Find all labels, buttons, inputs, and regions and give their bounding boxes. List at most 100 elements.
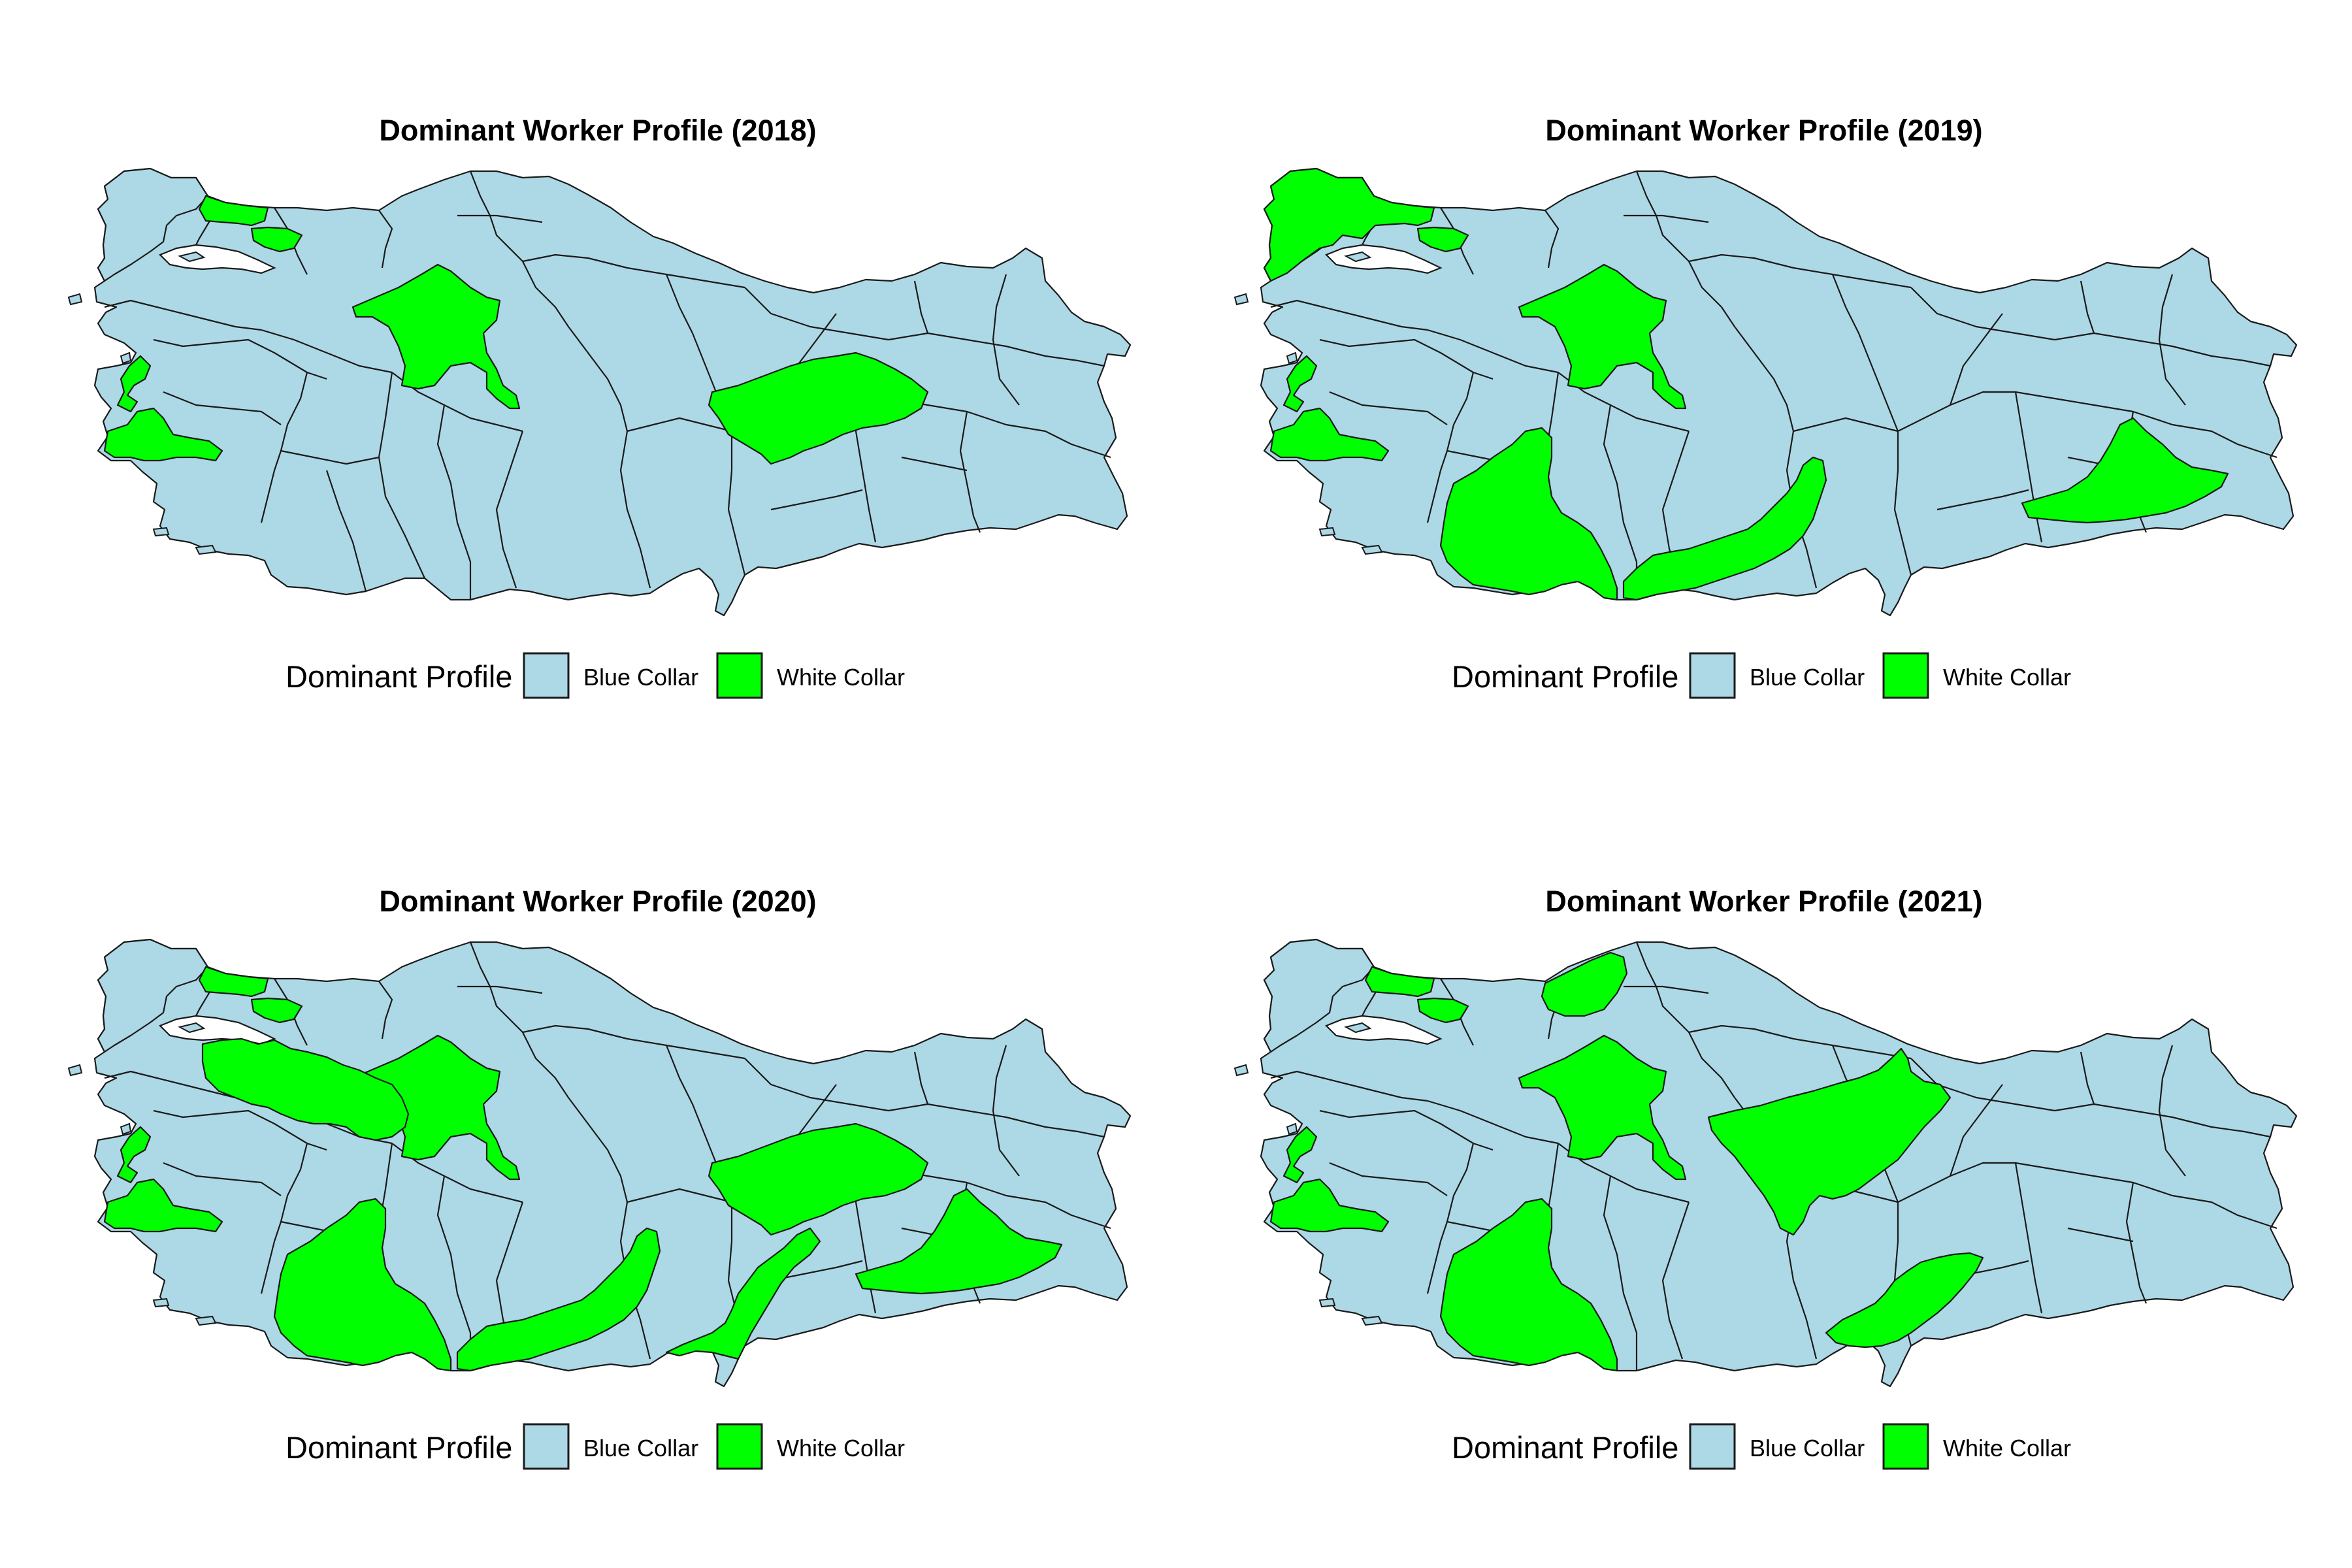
region-antalya: [1439, 1198, 1618, 1372]
dodecanese-island: [1361, 544, 1383, 555]
legend-label-white-collar: White Collar: [777, 1435, 905, 1462]
aegean-island-2: [1286, 351, 1298, 365]
region-layer: [1269, 951, 1984, 1372]
legend-title: Dominant Profile: [1452, 659, 1678, 694]
region-kocaeli: [250, 226, 303, 253]
legend: Dominant Profile Blue Collar White Colla…: [1452, 652, 2071, 699]
region-manisa-west: [103, 407, 223, 462]
thrace: [1263, 938, 1375, 1053]
region-kocaeli: [1416, 226, 1469, 253]
region-mersin: [456, 1227, 661, 1372]
marmara-sea: [1325, 244, 1443, 274]
marmara-sea: [159, 244, 276, 274]
aegean-island-1: [1233, 1064, 1249, 1077]
region-antalya: [273, 1198, 452, 1372]
turkey-map: [1233, 938, 2298, 1388]
region-istanbul: [198, 966, 269, 998]
region-layer: [1263, 167, 2229, 601]
map-panel-svg: Dominant Worker Profile (2020): [67, 885, 1132, 1470]
legend-swatch-white-collar: [1882, 1423, 1929, 1470]
legend-swatch-white-collar: [716, 1423, 763, 1470]
marmara-island: [178, 251, 206, 263]
marmara-island: [1344, 251, 1372, 263]
region-layer: [103, 195, 929, 465]
region-layer: [103, 966, 1063, 1372]
region-diyarbakir: [855, 1188, 1063, 1295]
panel-title: Dominant Worker Profile (2020): [379, 885, 816, 918]
region-istanbul: [198, 195, 269, 227]
legend-label-white-collar: White Collar: [1943, 664, 2071, 691]
region-kayseri-sivas: [1707, 1047, 1952, 1236]
aegean-island-2: [1286, 1122, 1298, 1135]
province-borders: [104, 171, 1111, 600]
map-panel-0: Dominant Worker Profile (2018): [0, 0, 1176, 784]
dodecanese-island-2: [1318, 527, 1336, 537]
aegean-island-2: [120, 351, 132, 365]
thrace: [97, 938, 209, 1053]
region-izmir: [116, 1126, 152, 1184]
aegean-island-1: [1233, 293, 1249, 306]
panel-title: Dominant Worker Profile (2018): [379, 114, 816, 147]
map-panel-2: Dominant Worker Profile (2020): [0, 771, 1176, 1555]
region-ankara: [351, 1034, 521, 1181]
region-manisa-west: [1269, 1178, 1390, 1233]
legend-label-blue-collar: Blue Collar: [583, 664, 698, 691]
map-panel-svg: Dominant Worker Profile (2018): [67, 114, 1132, 699]
legend-label-blue-collar: Blue Collar: [583, 1435, 698, 1462]
turkey-map: [1233, 167, 2298, 617]
legend-swatch-blue-collar: [1689, 652, 1736, 699]
region-izmir: [116, 355, 152, 413]
panel-title: Dominant Worker Profile (2019): [1545, 114, 1982, 147]
map-panel-1: Dominant Worker Profile (2019): [1166, 0, 2342, 784]
legend-swatch-white-collar: [716, 652, 763, 699]
marmara-island: [178, 1022, 206, 1034]
region-malatya-sivas: [708, 1122, 929, 1236]
aegean-island-2: [120, 1122, 132, 1135]
legend-label-white-collar: White Collar: [777, 664, 905, 691]
region-ankara: [1518, 1034, 1687, 1181]
legend-label-white-collar: White Collar: [1943, 1435, 2071, 1462]
panel-title: Dominant Worker Profile (2021): [1545, 885, 1982, 918]
legend-swatch-white-collar: [1882, 652, 1929, 699]
thrace: [97, 167, 209, 282]
legend-label-blue-collar: Blue Collar: [1750, 664, 1865, 691]
legend-label-blue-collar: Blue Collar: [1750, 1435, 1865, 1462]
turkey-map: [67, 167, 1132, 617]
region-manisa-west: [103, 1178, 223, 1233]
region-kastamonu: [1541, 951, 1628, 1017]
legend-swatch-blue-collar: [1689, 1423, 1736, 1470]
marmara-island: [1344, 1022, 1372, 1034]
region-gaziantep: [1825, 1252, 1984, 1348]
map-panel-svg: Dominant Worker Profile (2019): [1233, 114, 2298, 699]
region-antalya: [1439, 427, 1618, 601]
turkey-map: [67, 938, 1132, 1388]
region-malatya-sivas: [708, 351, 929, 465]
dodecanese-island-2: [1318, 1298, 1336, 1308]
turkey-landmass: [93, 167, 1132, 617]
aegean-island-1: [67, 1064, 83, 1077]
region-izmir: [1282, 1126, 1318, 1184]
region-bursa-bilecik: [201, 1037, 410, 1141]
region-mersin: [1622, 456, 1827, 601]
region-edirne-istanbul: [1263, 167, 1435, 282]
dodecanese-island: [195, 544, 217, 555]
region-diyarbakir: [2021, 417, 2229, 524]
legend: Dominant Profile Blue Collar White Colla…: [286, 652, 905, 699]
region-manisa-west: [1269, 407, 1390, 462]
legend: Dominant Profile Blue Collar White Colla…: [286, 1423, 905, 1470]
legend-title: Dominant Profile: [1452, 1430, 1678, 1465]
legend-title: Dominant Profile: [286, 659, 512, 694]
legend-swatch-blue-collar: [523, 652, 570, 699]
dodecanese-island-2: [152, 527, 170, 537]
region-kocaeli: [1416, 997, 1469, 1024]
legend: Dominant Profile Blue Collar White Colla…: [1452, 1423, 2071, 1470]
region-istanbul: [1364, 966, 1435, 998]
dodecanese-island: [1361, 1315, 1383, 1326]
aegean-island-1: [67, 293, 83, 306]
legend-title: Dominant Profile: [286, 1430, 512, 1465]
map-panel-3: Dominant Worker Profile (2021): [1166, 771, 2342, 1555]
region-kocaeli: [250, 997, 303, 1024]
province-borders: [1270, 171, 2278, 600]
dodecanese-island: [195, 1315, 217, 1326]
region-adana-kahramanmaras: [665, 1227, 821, 1360]
